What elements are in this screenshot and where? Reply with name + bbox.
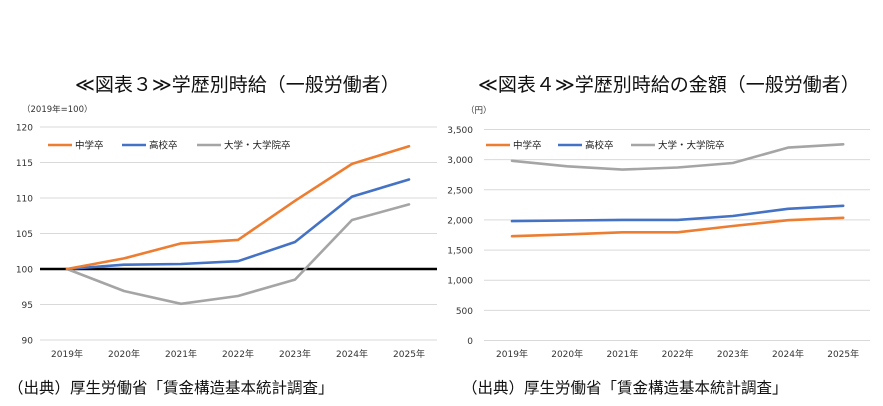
y-tick-label: 0: [467, 337, 473, 347]
x-tick-label: 2020年: [108, 348, 140, 360]
x-tick-label: 2019年: [496, 348, 528, 360]
legend-label: 大学・大学院卒: [658, 140, 725, 152]
y-axis-unit-label: （2019年=100）: [22, 104, 92, 115]
y-tick-label: 110: [16, 195, 33, 205]
x-tick-label: 2022年: [222, 348, 254, 360]
series-line-1: [65, 178, 411, 271]
legend-label: 中学卒: [513, 140, 542, 152]
y-tick-label: 105: [16, 230, 33, 240]
y-tick-label: 115: [16, 159, 33, 169]
legend-label: 高校卒: [149, 140, 178, 152]
y-tick-label: 500: [456, 307, 473, 317]
y-tick-label: 2,000: [447, 216, 473, 226]
chart2-source: （出典）厚生労働省「賃金構造基本統計調査」: [462, 379, 788, 397]
legend-label: 中学卒: [75, 140, 104, 152]
y-tick-label: 95: [22, 301, 33, 311]
legend-label: 大学・大学院卒: [224, 140, 291, 152]
y-tick-label: 2,500: [447, 186, 473, 196]
y-tick-label: 3,500: [447, 126, 473, 136]
x-tick-label: 2021年: [165, 348, 197, 360]
series-line-1: [510, 204, 845, 223]
x-tick-label: 2019年: [51, 348, 83, 360]
chart2-title: ≪図表４≫学歴別時給の金額（一般労働者）: [478, 74, 860, 96]
x-tick-label: 2024年: [336, 348, 368, 360]
chart1-source: （出典）厚生労働省「賃金構造基本統計調査」: [8, 379, 334, 397]
y-tick-label: 120: [16, 124, 33, 134]
x-tick-label: 2025年: [393, 348, 425, 360]
series-line-2: [510, 143, 845, 171]
y-axis-unit-label: （円）: [466, 105, 492, 116]
x-tick-label: 2025年: [827, 348, 859, 360]
y-tick-label: 100: [16, 266, 33, 276]
y-tick-label: 1,500: [447, 247, 473, 257]
x-tick-label: 2021年: [606, 348, 638, 360]
y-tick-label: 1,000: [447, 277, 473, 287]
x-tick-label: 2024年: [772, 348, 804, 360]
x-tick-label: 2022年: [662, 348, 694, 360]
y-tick-label: 3,000: [447, 156, 473, 166]
chart1-title: ≪図表３≫学歴別時給（一般労働者）: [75, 74, 400, 96]
x-tick-label: 2023年: [279, 348, 311, 360]
y-tick-label: 90: [22, 337, 34, 347]
x-tick-label: 2020年: [551, 348, 583, 360]
legend-label: 高校卒: [585, 140, 614, 152]
x-tick-label: 2023年: [717, 348, 749, 360]
